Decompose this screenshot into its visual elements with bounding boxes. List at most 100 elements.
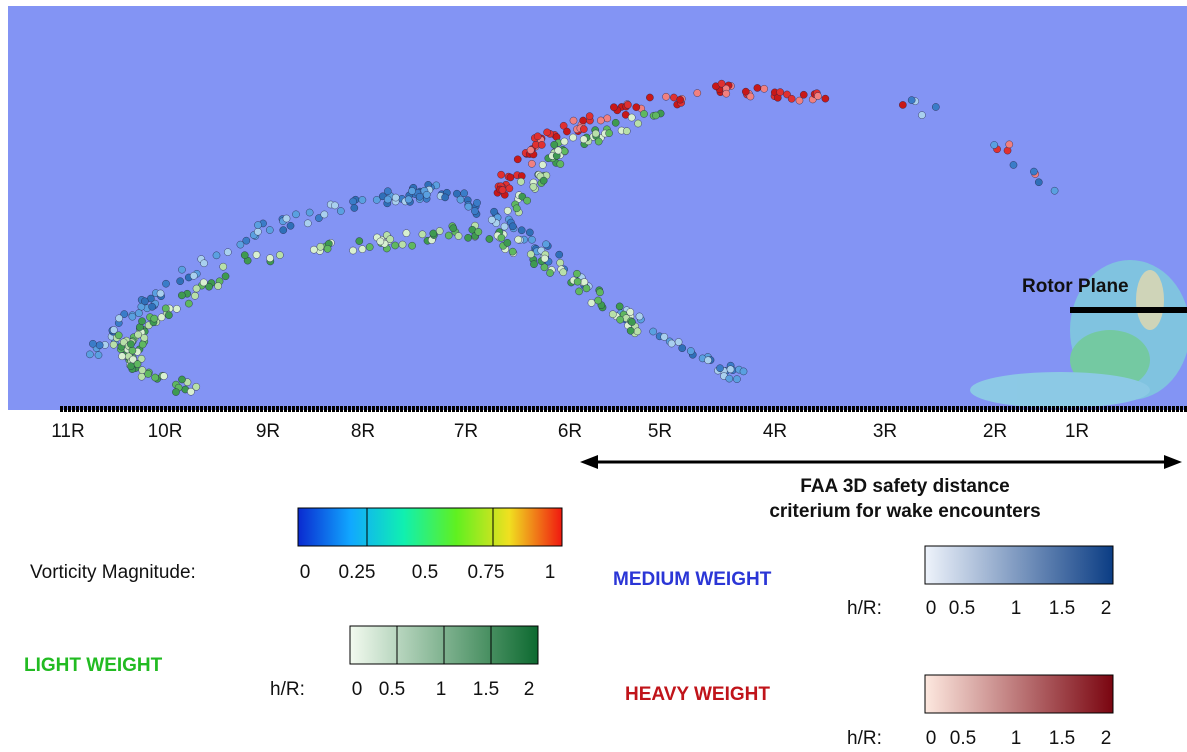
particle (422, 190, 431, 199)
medium-colorbar (924, 545, 1114, 585)
particle (722, 89, 731, 98)
legend-tick: 1 (1011, 728, 1022, 749)
particle (404, 195, 413, 204)
legend-tick: 0.75 (468, 562, 505, 583)
particle (609, 310, 617, 319)
particle (138, 317, 146, 325)
particle (266, 226, 274, 234)
legend-tick: 1.5 (473, 679, 499, 700)
particle (191, 292, 199, 300)
particle (652, 111, 660, 120)
particle (129, 355, 137, 364)
particle (990, 141, 999, 149)
particle (110, 326, 118, 334)
particle (349, 246, 357, 255)
particle (358, 245, 367, 253)
legend-tick: 2 (1101, 598, 1112, 619)
particle (350, 204, 359, 212)
particle (597, 116, 605, 125)
legend-tick: 0.5 (950, 728, 976, 749)
particle (506, 173, 515, 182)
particle (615, 302, 624, 311)
particle (556, 160, 565, 168)
rotor-contours (970, 260, 1187, 408)
vorticity-colorbar (297, 507, 563, 547)
particle (497, 234, 506, 242)
particle (1050, 186, 1059, 195)
legend-tick: 2 (1101, 728, 1112, 749)
particle (320, 210, 329, 219)
particle (575, 287, 583, 296)
axis-label: 11R (51, 421, 84, 442)
particle (337, 207, 345, 215)
particle (538, 161, 547, 169)
particle (242, 236, 251, 245)
particle (799, 90, 808, 99)
particle (205, 282, 213, 291)
legend-tick: 1 (1011, 598, 1022, 619)
particle (580, 125, 588, 133)
particle (148, 302, 156, 311)
particle (444, 231, 453, 240)
particle (109, 340, 118, 349)
particle (508, 247, 517, 256)
particle (236, 240, 245, 249)
particle (634, 119, 642, 128)
particle (678, 344, 686, 352)
particle (415, 192, 424, 201)
particle (526, 146, 535, 154)
axis-label: 6R (558, 421, 582, 442)
particle (753, 84, 762, 92)
particle (474, 228, 483, 236)
legend-tick: 1.5 (1049, 728, 1075, 749)
particle (135, 309, 143, 317)
particle (384, 187, 392, 195)
particle (556, 258, 565, 267)
particle (464, 233, 472, 242)
legend-tick: 0.5 (379, 679, 405, 700)
particle (635, 312, 644, 321)
particle (355, 237, 364, 245)
particle (899, 101, 907, 109)
particle (1009, 161, 1018, 169)
particle (94, 351, 103, 359)
particle (391, 241, 399, 250)
particle (199, 278, 208, 287)
particle (640, 110, 648, 118)
particle (497, 170, 505, 179)
particle (127, 340, 135, 348)
particle (1030, 167, 1038, 176)
particle (543, 128, 551, 137)
legend-tick: 1 (545, 562, 556, 583)
particle (386, 235, 394, 243)
particle (372, 196, 381, 204)
particle (517, 226, 526, 235)
particle (200, 259, 208, 268)
particle (500, 222, 509, 231)
particle (787, 94, 796, 103)
particle (582, 284, 591, 293)
particle (240, 251, 249, 259)
light-unit: h/R: (270, 679, 305, 700)
particle (398, 240, 407, 249)
axis-label: 5R (648, 421, 672, 442)
particle (485, 235, 494, 243)
particle (118, 352, 126, 361)
particle (138, 366, 147, 374)
particle (649, 327, 657, 336)
faa-label: FAA 3D safety distance (800, 476, 1009, 497)
faa-label: criterium for wake encounters (769, 501, 1040, 522)
particle (365, 243, 374, 251)
particle (178, 375, 186, 384)
particle (305, 208, 314, 217)
particle (918, 111, 926, 119)
particle (1005, 140, 1014, 149)
particle (128, 312, 137, 321)
particle (150, 314, 159, 323)
particle (512, 204, 521, 213)
particle (717, 79, 726, 88)
particle (529, 183, 538, 191)
particle (408, 241, 416, 250)
particle (569, 133, 577, 142)
particle (292, 210, 300, 219)
